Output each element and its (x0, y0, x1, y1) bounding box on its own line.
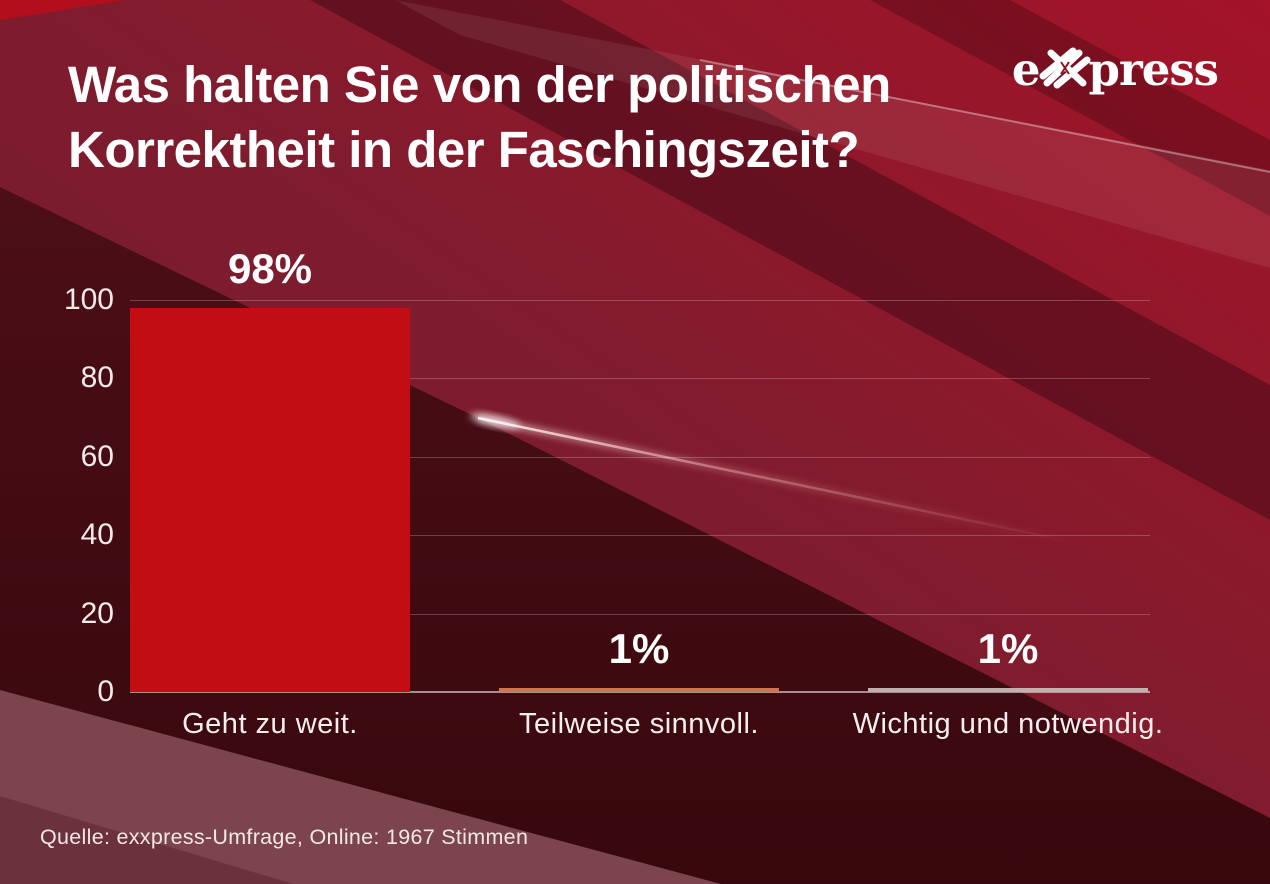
bar-category-label: Geht zu weit. (182, 708, 358, 740)
bar (130, 307, 410, 692)
gridline (130, 456, 1150, 458)
y-tick-label: 0 (97, 675, 114, 708)
y-tick-label: 60 (80, 439, 114, 473)
bar-value-label: 1% (977, 625, 1039, 672)
bar-category-label: Teilweise sinnvoll. (519, 708, 759, 740)
bar (868, 688, 1148, 692)
y-tick-label: 20 (80, 596, 114, 630)
title-line-2: Korrektheit in der Faschingszeit? (68, 121, 860, 179)
gridline (130, 300, 1150, 301)
logo-xx-icon (1039, 46, 1091, 97)
bar-category-label: Wichtig und notwendig. (852, 708, 1164, 740)
logo-text-prefix: e (1011, 43, 1041, 96)
y-tick-label: 100 (63, 283, 114, 316)
bar (499, 688, 779, 692)
title-line-1: Was halten Sie von der politischen (68, 56, 891, 113)
source-credit: Quelle: exxpress-Umfrage, Online: 1967 S… (40, 825, 529, 849)
bar-value-label: 1% (608, 625, 670, 672)
x-axis-line (130, 691, 1150, 693)
gridline (130, 613, 1150, 615)
page-title: Was halten Sie von der politischen Korre… (68, 52, 891, 183)
bar-value-label: 98% (227, 244, 313, 292)
gridline (130, 535, 1150, 537)
brand-logo: e press (1011, 43, 1219, 97)
logo-text-suffix: press (1088, 43, 1219, 96)
gridline (130, 378, 1150, 380)
y-tick-label: 80 (80, 361, 114, 395)
y-tick-label: 40 (80, 518, 114, 552)
